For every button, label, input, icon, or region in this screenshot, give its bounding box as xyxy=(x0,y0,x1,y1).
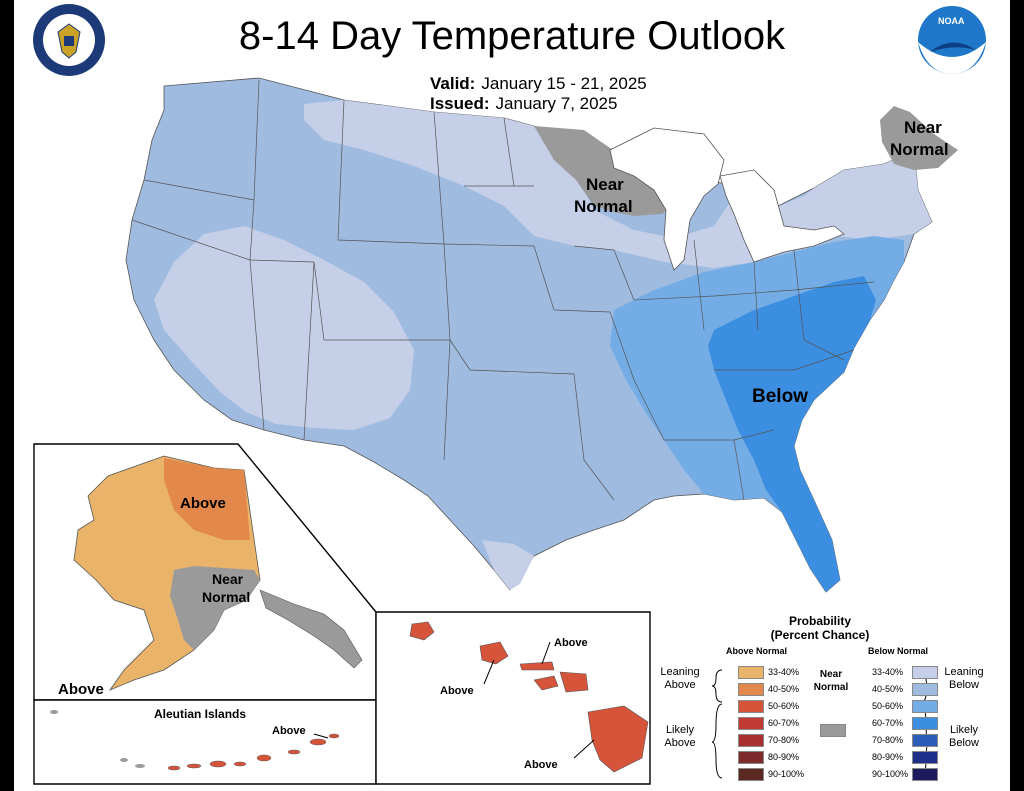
great-lakes-water xyxy=(609,127,725,271)
state-boundaries xyxy=(131,79,875,501)
near-1: Near xyxy=(819,669,843,680)
legend-near-normal: Near Normal xyxy=(808,668,854,694)
aleutian-islands-title: Aleutian Islands xyxy=(154,707,246,721)
near-normal-ne-label-line1: Near xyxy=(904,118,942,137)
likely-above-2: Above xyxy=(664,737,696,749)
hawaii-inset-frame xyxy=(375,611,651,785)
legend-below-range-1: 33-40% xyxy=(872,667,904,677)
legend-below-range-6: 80-90% xyxy=(872,752,904,762)
aleutian-islands-shapes xyxy=(167,733,340,771)
legend-title-2: (Percent Chance) xyxy=(770,628,870,642)
hawaii-above-label-2: Above xyxy=(440,685,474,697)
legend-below-swatch-4 xyxy=(912,717,938,730)
valid-value: January 15 - 21, 2025 xyxy=(481,74,647,93)
legend-above-swatch-5 xyxy=(738,734,764,747)
legend-above-range-4: 60-70% xyxy=(768,718,800,728)
label-leader-lines xyxy=(313,641,595,759)
legend-above-range-3: 50-60% xyxy=(768,701,800,711)
legend-above-swatch-3 xyxy=(738,700,764,713)
legend-above-swatch-1 xyxy=(738,666,764,679)
legend-above-header: Above Normal xyxy=(726,646,788,656)
alaska-near-label-line2: Normal xyxy=(202,589,250,605)
alaska-near-normal-region xyxy=(170,566,260,650)
legend-leaning-below: Leaning Below xyxy=(938,666,990,692)
issued-value: January 7, 2025 xyxy=(495,94,618,113)
doc-seal-icon xyxy=(33,4,105,76)
alaska-above-label-bottom: Above xyxy=(58,681,104,698)
issued-date: Issued: January 7, 2025 xyxy=(430,94,617,114)
valid-dates: Valid: January 15 - 21, 2025 xyxy=(430,74,647,94)
noaa-logo-text: NOAA xyxy=(938,16,965,26)
legend-brackets xyxy=(711,669,931,779)
legend-leaning-above: Leaning Above xyxy=(650,666,710,692)
issued-label: Issued: xyxy=(430,94,490,113)
legend-below-range-7: 90-100% xyxy=(872,769,909,779)
legend-above-range-1: 33-40% xyxy=(768,667,800,677)
lake-huron-erie-water xyxy=(719,169,845,263)
legend-above-range-6: 80-90% xyxy=(768,752,800,762)
legend-below-swatch-3 xyxy=(912,700,938,713)
legend-above-swatch-4 xyxy=(738,717,764,730)
legend-below-range-5: 70-80% xyxy=(872,735,904,745)
leaning-above-2: Above xyxy=(664,679,696,691)
alaska-above-label-top: Above xyxy=(180,495,226,512)
legend-likely-above: Likely Above xyxy=(650,724,710,750)
hawaii-above-label-1: Above xyxy=(554,637,588,649)
leaning-below-2: Below xyxy=(949,679,979,691)
legend-above-range-5: 70-80% xyxy=(768,735,800,745)
aleutian-near-normal-shapes xyxy=(50,710,145,768)
probability-legend: Probability (Percent Chance) Above Norma… xyxy=(650,614,990,784)
leaning-above-1: Leaning xyxy=(660,666,700,678)
likely-below-1: Likely xyxy=(949,724,979,736)
legend-below-swatch-1 xyxy=(912,666,938,679)
below-label: Below xyxy=(752,386,808,407)
near-normal-ne-label-line2: Normal xyxy=(890,140,949,159)
legend-likely-below: Likely Below xyxy=(938,724,990,750)
legend-below-header: Below Normal xyxy=(868,646,929,656)
valid-label: Valid: xyxy=(430,74,476,93)
legend-above-swatch-6 xyxy=(738,751,764,764)
legend-above-swatch-2 xyxy=(738,683,764,696)
likely-below-2: Below xyxy=(949,737,979,749)
legend-below-swatch-2 xyxy=(912,683,938,696)
alaska-above-40-50-region xyxy=(164,458,250,540)
outlook-map-frame: Near Normal Near Normal Below Above Near… xyxy=(14,0,1010,791)
legend-below-range-2: 40-50% xyxy=(872,684,904,694)
near-normal-mn-label-line1: Near xyxy=(586,175,624,194)
legend-below-range-3: 50-60% xyxy=(872,701,904,711)
legend-below-swatch-5 xyxy=(912,734,938,747)
noaa-logo-icon: NOAA xyxy=(918,6,986,74)
alaska-near-label-line1: Near xyxy=(212,571,244,587)
near-normal-mn-label-line2: Normal xyxy=(574,197,633,216)
alaska-panhandle-near-normal-region xyxy=(259,589,363,669)
maine-near-normal-region xyxy=(880,106,958,170)
legend-above-range-2: 40-50% xyxy=(768,684,800,694)
aleutian-above-label: Above xyxy=(272,725,306,737)
legend-above-range-7: 90-100% xyxy=(768,769,805,779)
southwest-leaning-below-region xyxy=(154,226,414,430)
legend-below-range-4: 60-70% xyxy=(872,718,904,728)
legend-above-swatch-7 xyxy=(738,768,764,781)
page-title: 8-14 Day Temperature Outlook xyxy=(238,14,786,58)
legend-near-normal-swatch xyxy=(820,724,846,737)
hawaii-above-label-3: Above xyxy=(524,759,558,771)
texas-leaning-below-region xyxy=(482,540,534,590)
outlook-map: Near Normal Near Normal Below Above Near… xyxy=(33,4,986,785)
leaning-below-1: Leaning xyxy=(944,666,984,678)
legend-below-swatch-6 xyxy=(912,751,938,764)
legend-title-1: Probability xyxy=(788,614,851,628)
hawaii-islands-above-50-60 xyxy=(409,621,649,773)
legend-below-swatch-7 xyxy=(912,768,938,781)
likely-above-1: Likely xyxy=(665,724,695,736)
near-2: Normal xyxy=(813,682,849,693)
